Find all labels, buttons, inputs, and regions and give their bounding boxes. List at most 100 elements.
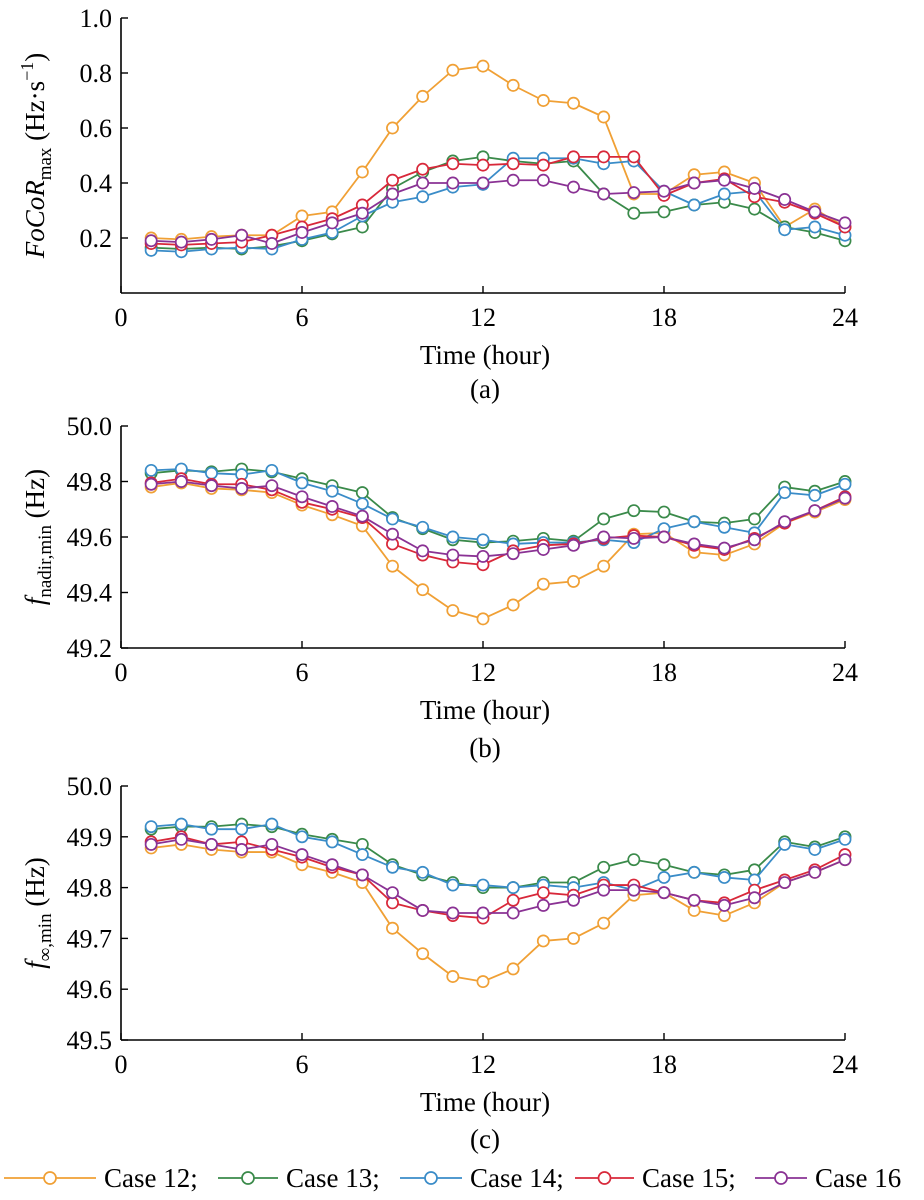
y-tick-label: 0.2 [80,224,113,253]
data-point [174,817,188,831]
data-point [265,817,279,831]
data-point [295,209,309,223]
chart-panel-2: 0 6 12 18 24 49.2 49.4 49.6 49.8 50.0 Time (hour) f… [20,412,858,763]
data-point [205,466,218,480]
data-point [717,541,731,555]
series-case-12 [144,476,852,626]
data-point [355,220,369,234]
data-point [778,876,792,889]
y-tick-label: 49.4 [67,579,113,608]
data-point [717,870,731,884]
series-case-16 [144,475,852,563]
data-point [235,843,249,856]
data-point [295,476,309,490]
data-point [748,182,761,195]
data-point [386,121,399,135]
data-point [687,865,701,879]
x-axis-title: Time (hour) [420,695,550,725]
data-point [476,533,490,547]
data-point [416,544,430,558]
x-tick-label: 12 [470,658,496,687]
data-point [567,893,580,907]
data-point [416,865,430,879]
data-point [597,110,611,124]
data-point [567,538,580,552]
y-tick-label: 49.8 [67,468,113,497]
legend-item-2: Case 13; [218,1163,380,1193]
data-point [778,486,792,500]
data-point [386,921,399,935]
legend-item-1: Case 12; [4,1163,198,1193]
x-tick-label: 6 [296,658,309,687]
data-point [386,527,399,541]
data-point [627,150,641,164]
data-point [325,835,339,849]
data-point [567,180,580,194]
x-tick-label: 12 [470,303,496,332]
data-point [597,860,611,874]
data-point [687,176,701,190]
x-tick-label: 18 [651,1050,677,1079]
data-point [416,947,430,961]
y-tick-label: 50.0 [67,772,113,801]
y-axis-title: f∞,min (Hz) [20,857,56,969]
data-point [416,904,430,917]
series-line [151,468,846,544]
data-point [416,190,430,204]
data-point [687,515,701,529]
data-point [144,477,158,491]
data-point [627,186,641,200]
data-point [808,865,822,879]
data-point [536,543,550,556]
data-point [295,490,309,504]
data-point [386,886,399,900]
series-line [151,468,846,545]
data-point [386,860,399,874]
x-tick-label: 24 [832,1050,858,1079]
x-tick-label: 18 [651,658,677,687]
data-point [536,886,550,900]
data-point [717,173,731,187]
y-axis-title-unit: (Hz) [20,857,50,913]
data-point [355,509,369,523]
data-point [355,868,369,882]
data-point [446,970,460,983]
legend-marker [424,1171,438,1185]
y-tick-label: 1.0 [80,4,113,33]
y-tick-label: 49.8 [67,874,113,903]
legend: Case 12; Case 13; Case 14; Case 15; Case 16 [4,1163,901,1193]
data-point [838,477,852,491]
data-point [205,822,218,836]
data-point [717,187,731,201]
y-axis-title-subscript: max [35,147,56,180]
data-point [144,234,158,248]
data-point [536,173,550,187]
x-tick-label: 24 [832,658,858,687]
y-axis-title: fnadir,min (Hz) [20,469,56,605]
data-point [386,173,399,187]
data-point [235,481,249,495]
legend-marker [241,1171,255,1185]
y-tick-label: 49.6 [67,523,113,552]
data-point [778,515,792,529]
data-point [657,886,671,900]
data-point [748,202,761,216]
data-point [416,583,430,597]
data-point [597,512,611,526]
y-tick-label: 50.0 [67,412,113,441]
legend-item-5: Case 16 [755,1163,901,1193]
data-point [235,228,249,242]
data-point [627,853,641,867]
data-point [838,216,852,230]
legend-item-4: Case 15; [575,1163,736,1193]
data-point [446,548,460,562]
series-line [151,157,846,253]
data-point [536,934,550,948]
legend-marker [597,1171,612,1185]
data-point [446,63,460,77]
data-point [657,184,671,198]
x-axis-title: Time (hour) [420,1087,550,1117]
data-point [476,158,490,172]
series-case-13 [144,462,852,550]
data-point [506,173,520,187]
